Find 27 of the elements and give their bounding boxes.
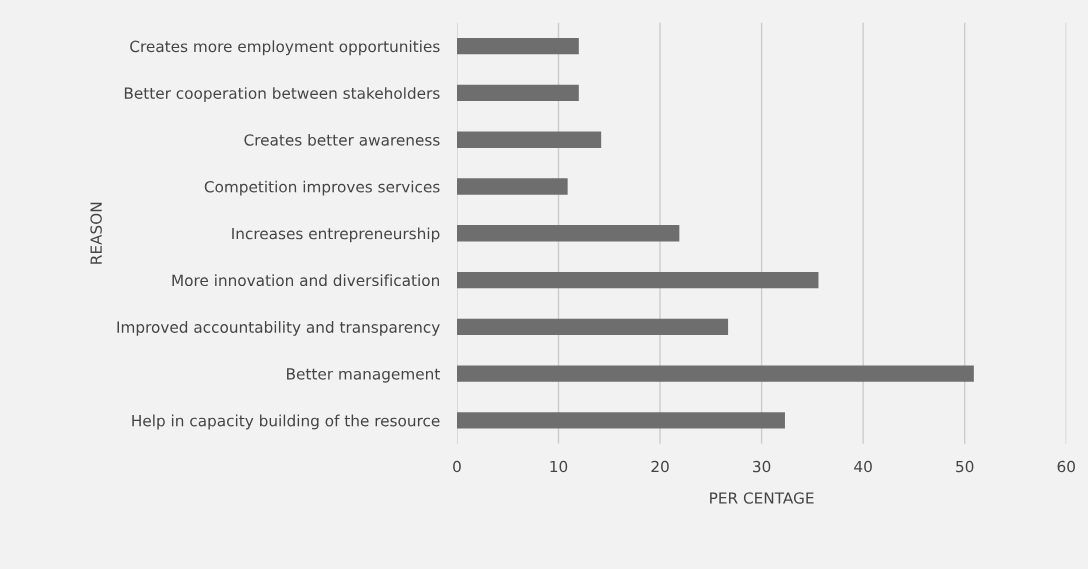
y-tick-label: Creates more employment opportunities	[130, 40, 440, 56]
bar	[456, 318, 729, 336]
x-tick-label: 50	[956, 460, 974, 473]
bar	[456, 412, 785, 429]
y-tick-label: Increases entrepreneurship	[232, 227, 440, 243]
bar	[456, 365, 974, 382]
x-tick-label: 10	[550, 460, 568, 473]
y-tick-label: Improved accountability and transparency	[117, 321, 440, 336]
y-tick-label: Competition improves services	[204, 180, 440, 196]
y-axis-title: REASON	[90, 202, 102, 264]
bar	[456, 37, 579, 55]
bar	[456, 131, 602, 148]
x-tick-label: 30	[753, 460, 771, 473]
x-tick-label: 20	[651, 460, 669, 473]
x-tick-label: 0	[453, 460, 461, 473]
y-tick-label: Creates better awareness	[244, 133, 440, 146]
bar	[456, 225, 680, 242]
y-tick-label: Help in capacity building of the resource	[132, 414, 440, 430]
bar	[456, 178, 568, 195]
x-tick-label: 60	[1057, 460, 1075, 473]
x-axis-title: PER CENTAGE	[710, 492, 814, 504]
y-tick-label: Better management	[287, 368, 440, 383]
y-tick-label: Better cooperation between stakeholders	[124, 87, 440, 102]
bar	[456, 271, 819, 289]
x-tick-label: 40	[854, 460, 872, 473]
bar	[456, 84, 579, 102]
y-tick-label: More innovation and diversification	[172, 274, 439, 287]
